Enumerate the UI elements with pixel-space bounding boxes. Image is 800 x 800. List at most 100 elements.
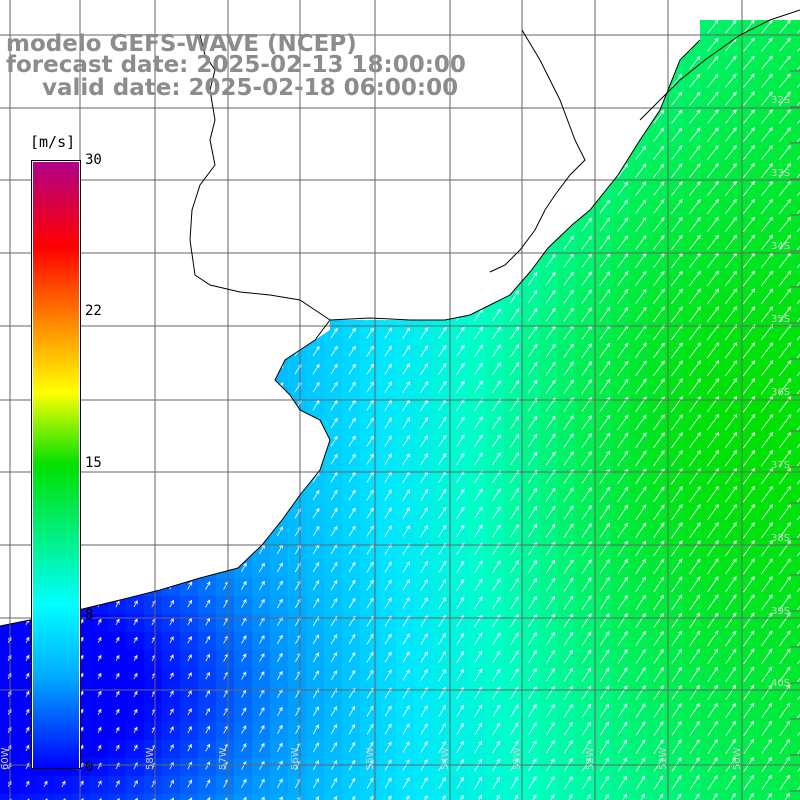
wind-arrow bbox=[617, 667, 628, 682]
wind-arrow bbox=[169, 527, 175, 536]
wind-arrow bbox=[797, 713, 800, 719]
wind-cell bbox=[648, 794, 666, 800]
wind-arrow bbox=[796, 335, 800, 341]
wind-arrow bbox=[546, 721, 555, 736]
wind-arrow bbox=[725, 648, 737, 665]
wind-cell bbox=[666, 794, 684, 800]
wind-arrow bbox=[724, 288, 738, 305]
wind-cell bbox=[792, 182, 800, 200]
wind-arrow bbox=[456, 506, 465, 520]
wind-arrow bbox=[438, 129, 447, 141]
wind-arrow bbox=[133, 690, 138, 697]
wind-arrow bbox=[491, 326, 501, 340]
wind-arrow bbox=[456, 165, 465, 177]
wind-arrow bbox=[25, 600, 30, 607]
wind-arrow bbox=[43, 131, 49, 140]
wind-arrow bbox=[599, 20, 610, 34]
wind-arrow bbox=[25, 131, 31, 140]
wind-arrow bbox=[796, 155, 800, 160]
wind-cell bbox=[468, 794, 486, 800]
wind-arrow bbox=[348, 201, 356, 213]
wind-arrow bbox=[330, 327, 338, 339]
wind-arrow bbox=[724, 342, 738, 359]
wind-arrow bbox=[240, 382, 248, 393]
lat-label: 39S bbox=[771, 606, 790, 617]
wind-arrow bbox=[420, 560, 428, 573]
wind-arrow bbox=[420, 578, 428, 591]
wind-arrow bbox=[456, 75, 465, 87]
wind-arrow bbox=[796, 263, 800, 269]
wind-arrow bbox=[420, 669, 428, 681]
wind-arrow bbox=[725, 720, 736, 737]
wind-arrow bbox=[259, 707, 265, 716]
wind-arrow bbox=[456, 362, 465, 376]
wind-arrow bbox=[366, 57, 375, 69]
wind-arrow bbox=[204, 472, 211, 483]
wind-arrow bbox=[474, 146, 483, 159]
wind-arrow bbox=[509, 308, 520, 322]
wind-arrow bbox=[97, 59, 103, 68]
wind-arrow bbox=[635, 576, 646, 593]
wind-arrow bbox=[133, 77, 139, 86]
wind-arrow bbox=[671, 109, 683, 124]
wind-arrow bbox=[725, 702, 736, 719]
wind-arrow bbox=[527, 487, 538, 502]
wind-arrow bbox=[438, 326, 447, 339]
wind-arrow bbox=[743, 73, 755, 88]
wind-arrow bbox=[545, 307, 556, 322]
wind-arrow bbox=[97, 347, 103, 356]
wind-arrow bbox=[240, 508, 247, 519]
wind-arrow bbox=[545, 56, 556, 70]
wind-arrow bbox=[761, 720, 773, 737]
wind-arrow bbox=[796, 407, 800, 413]
wind-arrow bbox=[617, 56, 628, 70]
wind-arrow bbox=[132, 23, 139, 32]
wind-arrow bbox=[204, 76, 212, 87]
wind-arrow bbox=[258, 346, 266, 357]
wind-arrow bbox=[420, 219, 429, 231]
wind-arrow bbox=[778, 145, 791, 160]
wind-cell bbox=[612, 794, 630, 800]
wind-arrow bbox=[474, 434, 483, 448]
wind-cell bbox=[792, 416, 800, 434]
wind-arrow bbox=[581, 703, 592, 718]
wind-arrow bbox=[168, 220, 175, 230]
wind-cell bbox=[792, 20, 800, 38]
wind-arrow bbox=[474, 362, 483, 376]
wind-arrow bbox=[133, 672, 138, 679]
wind-arrow bbox=[456, 57, 465, 69]
wind-arrow bbox=[474, 290, 483, 304]
wind-cell bbox=[792, 128, 800, 146]
wind-arrow bbox=[402, 309, 411, 321]
wind-arrow bbox=[330, 453, 338, 465]
wind-arrow bbox=[97, 690, 102, 697]
wind-arrow bbox=[115, 419, 121, 428]
wind-arrow bbox=[742, 467, 756, 485]
wind-arrow bbox=[617, 253, 629, 268]
wind-arrow bbox=[276, 292, 284, 303]
wind-arrow bbox=[438, 183, 447, 195]
wind-arrow bbox=[438, 147, 447, 159]
wind-arrow bbox=[312, 40, 320, 51]
wind-cell bbox=[720, 794, 738, 800]
wind-arrow bbox=[186, 328, 193, 339]
wind-arrow bbox=[707, 720, 718, 736]
wind-arrow bbox=[474, 740, 483, 754]
wind-arrow bbox=[366, 183, 374, 195]
wind-arrow bbox=[133, 256, 139, 266]
wind-arrow bbox=[402, 129, 411, 141]
wind-arrow bbox=[168, 184, 175, 194]
wind-arrow bbox=[671, 468, 683, 485]
wind-arrow bbox=[168, 76, 175, 86]
wind-arrow bbox=[617, 127, 628, 142]
wind-arrow bbox=[743, 612, 755, 629]
wind-arrow bbox=[707, 181, 719, 196]
wind-arrow bbox=[545, 667, 555, 682]
wind-arrow bbox=[276, 166, 284, 177]
wind-arrow bbox=[635, 486, 647, 503]
wind-arrow bbox=[545, 577, 556, 592]
wind-arrow bbox=[509, 578, 519, 592]
wind-arrow bbox=[115, 275, 121, 284]
wind-arrow bbox=[402, 201, 411, 213]
wind-arrow bbox=[635, 235, 647, 250]
